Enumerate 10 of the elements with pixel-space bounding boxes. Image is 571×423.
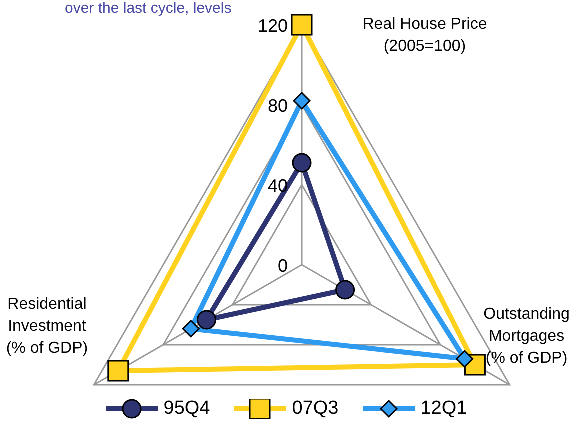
y-tick-label: 80 xyxy=(268,96,288,116)
legend-label: 95Q4 xyxy=(164,398,210,420)
legend-label: 12Q1 xyxy=(420,398,468,420)
chart-title: over the last cycle, levels xyxy=(65,0,232,17)
y-tick-label: 0 xyxy=(278,256,288,276)
legend-label: 07Q3 xyxy=(292,398,339,420)
spoke-label: Real House Price (2005=100) xyxy=(362,16,488,55)
spoke-label: Residential Investment (% of GDP) xyxy=(6,296,88,357)
y-tick-label: 120 xyxy=(258,16,288,36)
spoke-label: Outstanding Mortgages (% of GDP) xyxy=(484,306,570,367)
